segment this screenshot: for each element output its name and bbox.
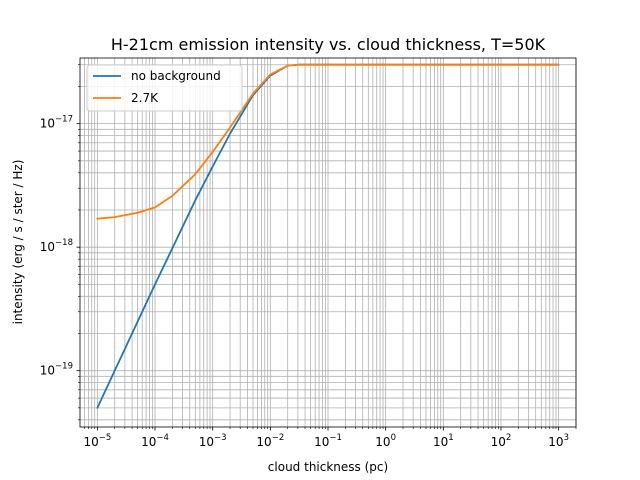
y-tick-label: 10−18 <box>40 238 73 254</box>
legend-label-no-background: no background <box>131 69 221 83</box>
chart-title: H-21cm emission intensity vs. cloud thic… <box>111 35 546 54</box>
y-tick-label: 10−19 <box>40 362 73 378</box>
x-tick-label: 100 <box>375 433 396 449</box>
x-axis-label: cloud thickness (pc) <box>268 460 388 474</box>
legend-box <box>86 64 243 112</box>
grid <box>80 58 577 427</box>
x-ticks: 10−5 10−4 10−3 10−2 10−1 100 101 102 103 <box>83 427 577 449</box>
y-tick-label: 10−17 <box>40 115 73 131</box>
x-tick-label: 10−3 <box>199 433 227 449</box>
x-tick-label: 10−4 <box>141 433 169 449</box>
x-tick-label: 10−5 <box>83 433 111 449</box>
legend: no background 2.7K <box>86 64 243 112</box>
legend-label-2-7k: 2.7K <box>131 91 159 105</box>
x-tick-label: 102 <box>491 433 512 449</box>
x-tick-label: 103 <box>548 433 569 449</box>
y-ticks: 10−19 10−18 10−17 <box>40 64 80 421</box>
series-line-2-7k <box>96 63 560 220</box>
series-layer <box>96 63 560 409</box>
x-tick-label: 10−1 <box>314 433 342 449</box>
y-axis-label: intensity (erg / s / ster / Hz) <box>11 160 25 325</box>
x-tick-label: 101 <box>433 433 454 449</box>
x-tick-label: 10−2 <box>256 433 284 449</box>
